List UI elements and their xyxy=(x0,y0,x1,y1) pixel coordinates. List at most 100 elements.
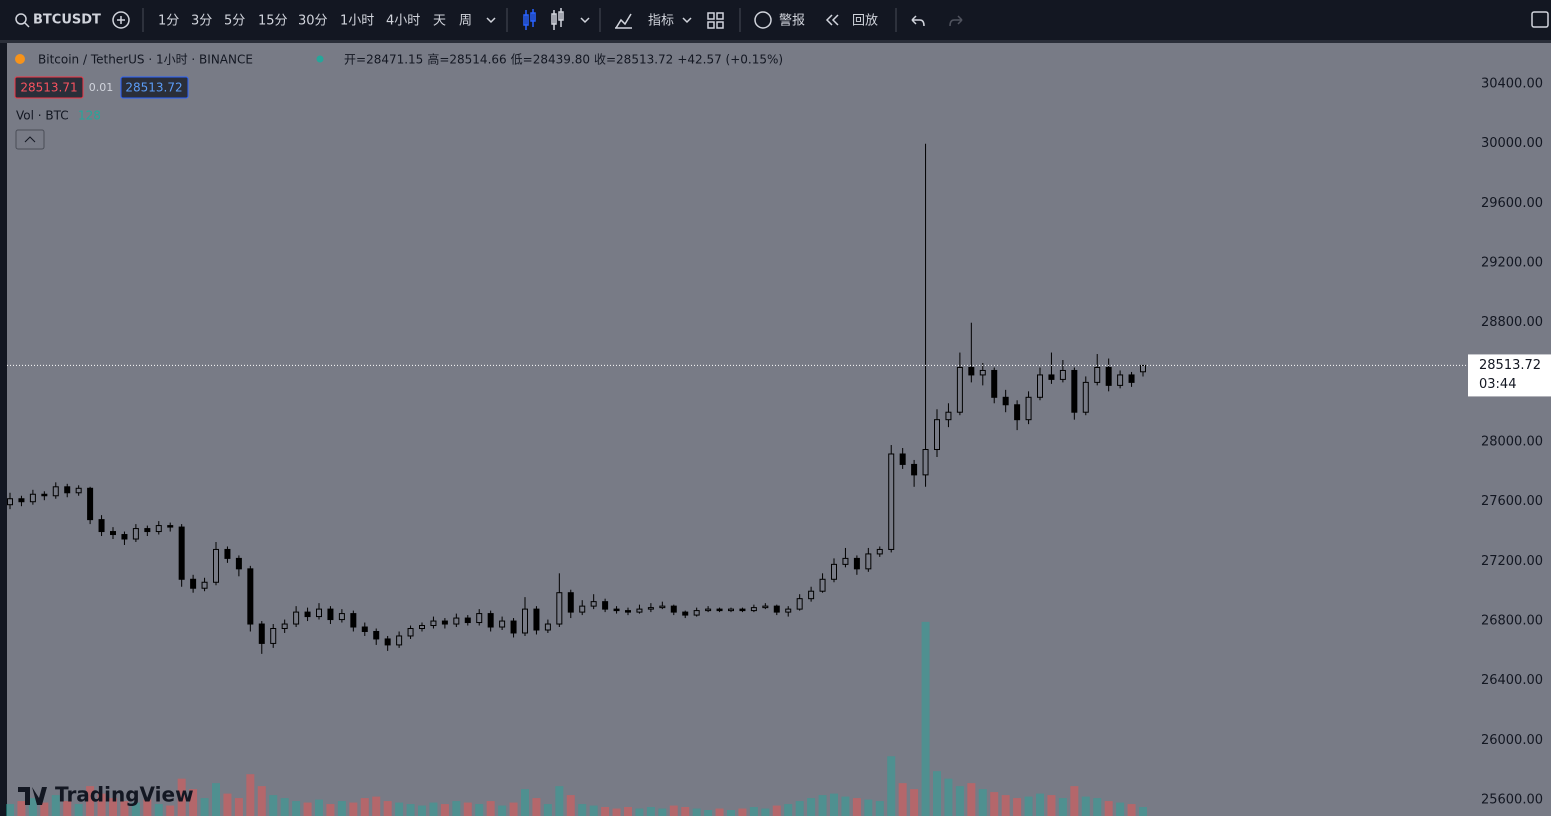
volume-bar xyxy=(887,756,896,816)
candle-body xyxy=(750,607,757,612)
candle-body xyxy=(350,613,357,628)
interval-button[interactable]: 1小时 xyxy=(340,14,374,29)
search-icon[interactable] xyxy=(15,13,27,25)
candle-body xyxy=(522,608,528,634)
candle-body xyxy=(728,608,734,612)
candle-body xyxy=(579,605,586,613)
candle-body xyxy=(716,608,723,612)
y-tick-label: 26800.00 xyxy=(1481,614,1543,629)
y-tick-label: 30400.00 xyxy=(1481,77,1543,92)
candle-body xyxy=(888,453,895,550)
alert-icon[interactable] xyxy=(754,11,772,29)
add-symbol-icon[interactable] xyxy=(112,11,130,29)
legend-change: +42.57 (+0.15%) xyxy=(677,53,783,67)
symbol[interactable]: BTCUSDT xyxy=(33,13,101,28)
candle-body xyxy=(453,617,460,625)
ask-price[interactable]: 28513.72 xyxy=(125,81,182,95)
undo-icon[interactable] xyxy=(911,15,925,27)
volume-bar xyxy=(612,808,621,816)
chart-pane xyxy=(7,43,1551,816)
volume-bar xyxy=(852,798,861,816)
volume-bar xyxy=(177,778,186,816)
candle-body xyxy=(544,623,551,631)
interval-button[interactable]: 5分 xyxy=(224,14,245,29)
candle-body xyxy=(705,608,712,612)
candle-body xyxy=(1037,374,1043,398)
interval-button[interactable]: 1分 xyxy=(158,14,179,29)
candle-body xyxy=(647,607,654,610)
volume-bar xyxy=(1001,795,1010,816)
layout-icon[interactable] xyxy=(707,12,724,29)
volume-bar xyxy=(1081,796,1090,816)
candle-body xyxy=(510,620,517,634)
candle-type-icon[interactable] xyxy=(523,9,536,30)
volume-bar xyxy=(1058,798,1067,816)
alerts-button[interactable]: 警报 xyxy=(779,13,805,29)
redo-icon[interactable] xyxy=(949,15,963,27)
interval-button[interactable]: 4小时 xyxy=(386,14,420,29)
candle-body xyxy=(979,369,986,376)
candle-body xyxy=(853,557,860,570)
y-tick-label: 29600.00 xyxy=(1481,196,1543,211)
candle-body xyxy=(441,620,448,625)
interval-button[interactable]: 30分 xyxy=(298,14,328,29)
candle-body xyxy=(1117,374,1124,386)
candle-body xyxy=(613,608,620,612)
candle-body xyxy=(1082,381,1089,413)
candle-body xyxy=(1128,374,1135,383)
dropdown-icon[interactable] xyxy=(580,17,590,24)
interval-button[interactable]: 周 xyxy=(459,14,472,29)
volume-bar xyxy=(566,795,575,816)
candle-body xyxy=(327,608,334,621)
volume-bar xyxy=(97,793,106,816)
dropdown-icon[interactable] xyxy=(486,17,496,24)
volume-bar xyxy=(738,808,747,816)
fullscreen-icon[interactable] xyxy=(1531,11,1549,28)
volume-bar xyxy=(532,798,541,816)
volume-legend-value: 128 xyxy=(78,109,101,123)
candle-body xyxy=(64,486,71,494)
candle-body xyxy=(1014,404,1021,421)
indicators-button[interactable]: 指标 xyxy=(648,14,674,29)
volume-bar xyxy=(658,808,667,816)
candle-body xyxy=(98,519,105,533)
replay-button[interactable]: 回放 xyxy=(852,14,878,29)
volume-bar xyxy=(383,801,392,816)
ask-box[interactable] xyxy=(120,76,189,99)
volume-bar xyxy=(795,801,804,816)
bid-price[interactable]: 28513.71 xyxy=(20,81,77,95)
bar-type-icon[interactable] xyxy=(551,8,564,30)
market-status-dot xyxy=(316,55,324,63)
candle-body xyxy=(464,617,471,624)
replay-icon[interactable] xyxy=(825,14,839,26)
countdown: 03:44 xyxy=(1479,377,1516,392)
interval-button[interactable]: 15分 xyxy=(258,14,288,29)
volume-bar xyxy=(63,801,72,816)
collapse-icon xyxy=(24,136,36,143)
candle-body xyxy=(270,628,277,644)
volume-bar xyxy=(17,801,26,816)
volume-bar xyxy=(875,801,884,816)
volume-bar xyxy=(486,801,495,816)
candle-body xyxy=(968,366,975,376)
interval-button[interactable]: 3分 xyxy=(191,14,212,29)
interval-button[interactable]: 天 xyxy=(433,14,446,29)
volume-bar xyxy=(818,795,827,816)
indicator-icon[interactable] xyxy=(615,13,632,29)
candle-body xyxy=(396,635,403,646)
volume-bar xyxy=(200,798,209,816)
candle-body xyxy=(29,493,36,503)
y-tick-label: 28800.00 xyxy=(1481,315,1543,330)
volume-bar xyxy=(166,805,175,816)
ohlc-label: 低= xyxy=(511,53,533,67)
dropdown-icon[interactable] xyxy=(682,17,692,24)
volume-bar xyxy=(154,804,163,816)
bid-box[interactable] xyxy=(14,76,84,99)
candle-body xyxy=(281,623,288,630)
volume-bar xyxy=(990,792,999,816)
collapse-button[interactable] xyxy=(15,129,45,150)
volume-bar xyxy=(761,808,770,816)
candle-body xyxy=(911,463,918,476)
y-tick-label: 29200.00 xyxy=(1481,256,1543,271)
candle-body xyxy=(785,608,792,613)
